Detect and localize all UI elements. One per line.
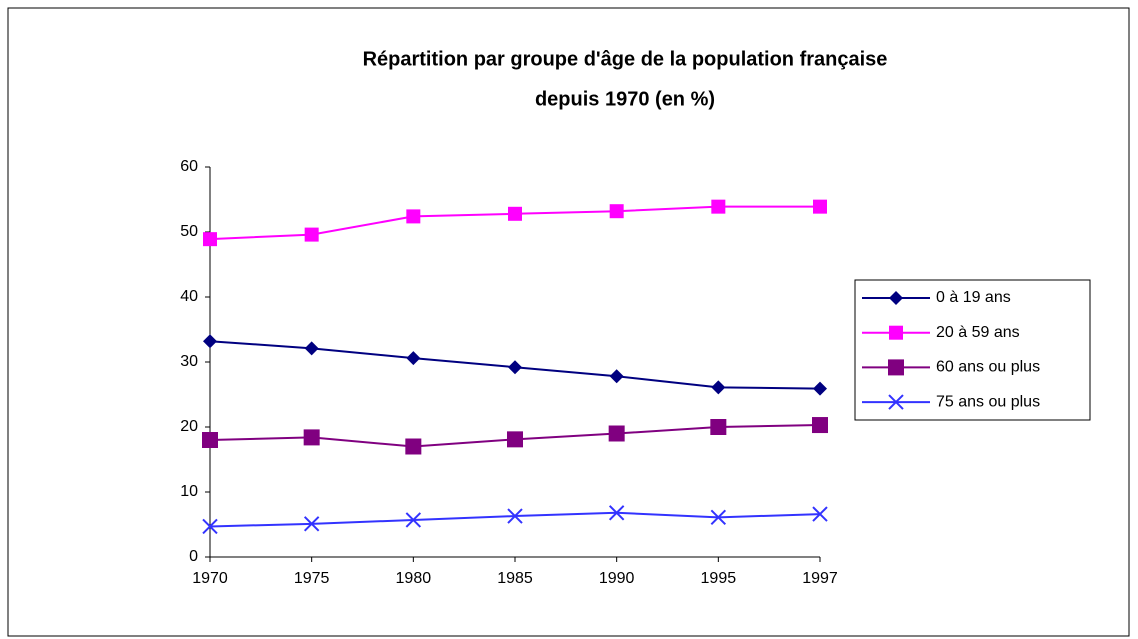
marker [889,325,903,340]
marker [609,204,624,219]
marker [406,209,421,224]
marker [888,359,904,376]
marker [405,438,422,455]
x-tick-label: 1980 [396,570,432,587]
marker [812,506,828,522]
legend-label: 20 à 59 ans [936,324,1020,341]
marker [405,512,422,528]
y-tick-label: 50 [180,223,198,240]
marker [507,508,523,524]
y-tick-label: 0 [189,548,198,565]
marker [304,341,319,356]
x-tick-label: 1985 [497,570,533,587]
marker [711,199,726,214]
marker [203,232,217,247]
marker [508,360,522,375]
x-tick-label: 1997 [802,570,838,587]
marker [202,518,218,535]
marker [304,227,319,242]
marker [508,206,522,221]
x-tick-label: 1990 [599,570,635,587]
marker [889,291,903,305]
x-tick-label: 1970 [192,570,228,587]
marker [406,351,421,366]
legend-label: 75 ans ou plus [936,393,1040,410]
marker [609,369,624,384]
marker [710,419,727,435]
marker [711,380,726,395]
legend-box [854,279,1091,421]
marker [813,381,827,396]
marker [202,432,218,448]
marker [303,516,320,532]
y-tick-label: 20 [180,418,198,435]
marker [608,505,625,521]
x-tick-label: 1995 [701,570,737,587]
marker [507,431,523,448]
y-tick-label: 10 [180,483,198,500]
marker [608,425,625,442]
marker [812,417,828,434]
chart-title: Répartition par groupe d'âge de la popul… [363,48,888,70]
marker [813,199,827,214]
y-tick-label: 40 [180,288,198,305]
legend-label: 60 ans ou plus [936,359,1040,376]
marker [303,429,320,446]
marker [888,394,904,410]
y-tick-label: 30 [180,353,198,370]
marker [710,509,727,526]
marker [203,334,217,349]
legend-label: 0 à 19 ans [936,289,1011,306]
y-tick-label: 60 [180,158,198,175]
x-tick-label: 1975 [294,570,330,587]
chart-title: depuis 1970 (en %) [535,88,715,110]
